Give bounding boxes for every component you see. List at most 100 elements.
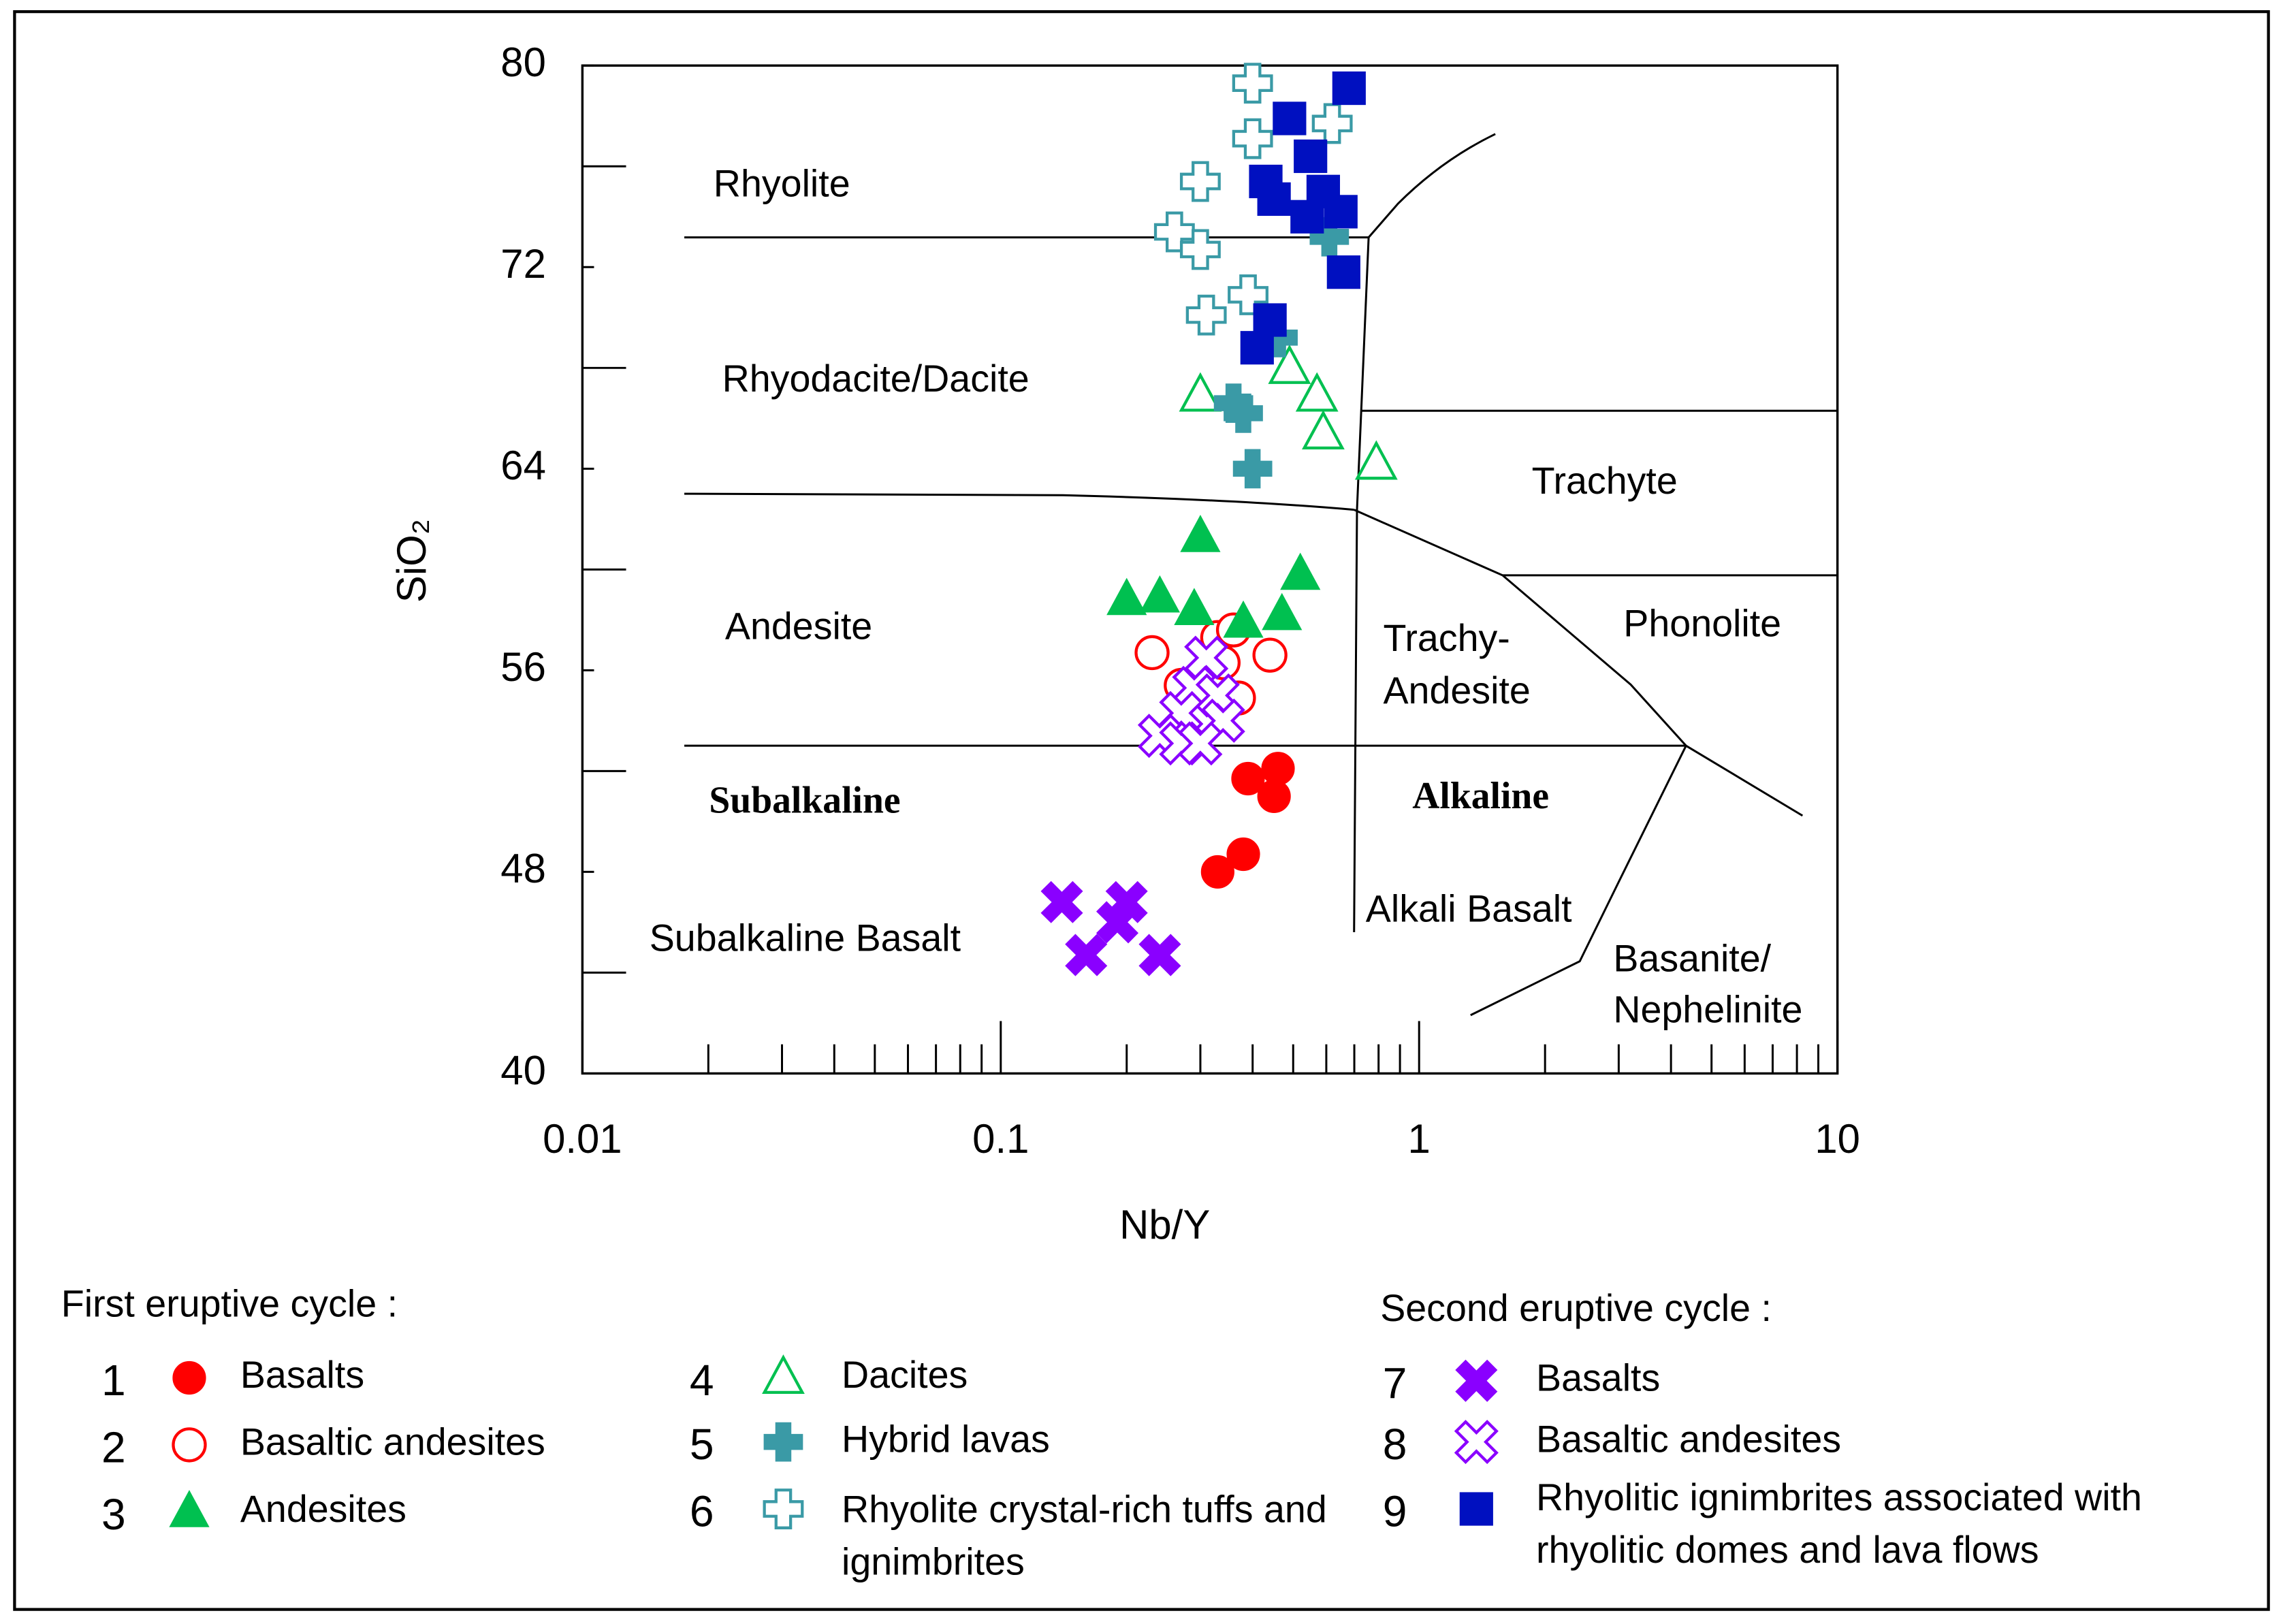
data-point	[1106, 577, 1147, 616]
data-point	[1311, 103, 1353, 144]
data-point	[1179, 229, 1221, 270]
data-point	[1240, 331, 1274, 365]
data-point	[1302, 410, 1345, 450]
data-point	[1224, 393, 1263, 433]
x-tick-label: 0.01	[543, 1116, 622, 1162]
data-point	[1290, 200, 1324, 234]
field-label: Subalkaline	[709, 779, 900, 821]
legend-label-box: Rhyolite crystal-rich tuffs and ignimbri…	[841, 1486, 1327, 1584]
legend-marker	[169, 1490, 210, 1527]
x-tick-label: 1	[1408, 1116, 1431, 1162]
data-point	[1179, 372, 1222, 412]
field-label: Basanite/	[1613, 937, 1771, 979]
data-point	[1261, 752, 1295, 786]
legend-marker	[172, 1427, 207, 1463]
legend-label: Basalts	[240, 1354, 364, 1396]
legend-number: 5	[690, 1420, 714, 1469]
data-point	[1324, 195, 1358, 229]
data-point	[1096, 901, 1139, 944]
data-point	[1257, 182, 1291, 216]
legend-number: 1	[101, 1356, 126, 1405]
data-point	[1354, 440, 1398, 480]
legend-label: Andesites	[240, 1488, 406, 1530]
data-point	[1174, 588, 1215, 626]
field-label: Alkali Basalt	[1366, 888, 1572, 930]
data-point	[1200, 855, 1234, 889]
x-tick-label: 10	[1815, 1116, 1860, 1162]
data-point	[1280, 552, 1321, 590]
legend-marker	[763, 1422, 803, 1462]
legend-label: Hybrid lavas	[842, 1418, 1050, 1460]
field-label: Trachy-	[1383, 617, 1510, 659]
field-label: Rhyolite	[714, 162, 850, 204]
data-point	[1273, 101, 1307, 136]
data-point	[1065, 934, 1108, 976]
legend-label: Dacites	[842, 1354, 968, 1396]
legend-label: Rhyolite crystal-rich tuffs and ignimbri…	[841, 1486, 1327, 1584]
data-point	[1268, 344, 1311, 384]
x-tick-label: 0.1	[972, 1116, 1029, 1162]
y-tick-label: 48	[500, 846, 546, 891]
boundary	[1353, 237, 1370, 932]
field-label: Subalkaline Basalt	[650, 917, 961, 959]
y-tick-label: 64	[500, 443, 546, 488]
data-point	[1179, 161, 1221, 202]
data-point	[1232, 63, 1273, 104]
legend-number: 4	[690, 1356, 714, 1405]
data-point	[1138, 934, 1181, 976]
legend-marker	[1454, 1420, 1499, 1465]
y-tick-label: 72	[500, 241, 546, 287]
boundary	[1685, 744, 1804, 817]
legend-marker	[762, 1354, 805, 1395]
legend-label-box: Rhyolitic ignimbrites associated with rh…	[1536, 1475, 2142, 1572]
legend-label: Rhyolitic ignimbrites associated with rh…	[1536, 1475, 2142, 1572]
field-label: Phonolite	[1623, 602, 1781, 644]
data-point	[1232, 118, 1273, 159]
y-tick-label: 56	[500, 644, 546, 690]
field-label: Andesite	[1383, 669, 1530, 712]
field-label: Alkaline	[1412, 775, 1549, 817]
y-tick-label: 80	[500, 39, 546, 85]
data-point	[1232, 449, 1273, 489]
data-point	[1180, 515, 1221, 552]
legend-marker	[1455, 1359, 1498, 1402]
data-point	[1185, 294, 1227, 336]
legend-label: Basaltic andesites	[240, 1421, 545, 1463]
x-axis-label: Nb/Y	[1119, 1202, 1210, 1247]
legend-marker	[763, 1488, 804, 1529]
field-label: Nephelinite	[1613, 988, 1802, 1030]
data-point	[1223, 600, 1264, 638]
data-point	[1332, 71, 1366, 106]
data-point	[1294, 139, 1328, 174]
boundary	[1470, 745, 1687, 1017]
boundary	[1354, 509, 1687, 747]
data-point	[1178, 721, 1223, 766]
data-point	[1226, 837, 1260, 872]
legend-number: 2	[101, 1422, 126, 1471]
data-point	[1262, 592, 1303, 631]
field-label: Trachyte	[1532, 460, 1678, 502]
data-point	[1040, 880, 1083, 923]
legend-number: 8	[1383, 1420, 1407, 1469]
legend-number: 3	[101, 1490, 126, 1539]
legend-label: Basaltic andesites	[1536, 1418, 1841, 1460]
data-point	[1231, 761, 1265, 796]
legend-number: 6	[690, 1487, 714, 1536]
legend-number: 7	[1383, 1358, 1407, 1407]
data-point	[1139, 575, 1180, 613]
legend-marker	[1459, 1492, 1493, 1526]
data-point	[1257, 779, 1291, 813]
data-point	[1252, 637, 1288, 673]
field-label: Andesite	[725, 605, 872, 648]
legend-label: Basalts	[1536, 1356, 1660, 1399]
outer-border	[13, 10, 2270, 1611]
y-tick-label: 40	[500, 1047, 546, 1093]
field-label: Rhyodacite/Dacite	[722, 357, 1029, 400]
data-point	[1295, 372, 1339, 412]
legend-number: 9	[1383, 1487, 1407, 1536]
legend-marker	[172, 1360, 206, 1395]
data-point	[1134, 635, 1170, 671]
boundary	[684, 492, 1354, 511]
legend-group-title: First eruptive cycle :	[61, 1282, 398, 1324]
